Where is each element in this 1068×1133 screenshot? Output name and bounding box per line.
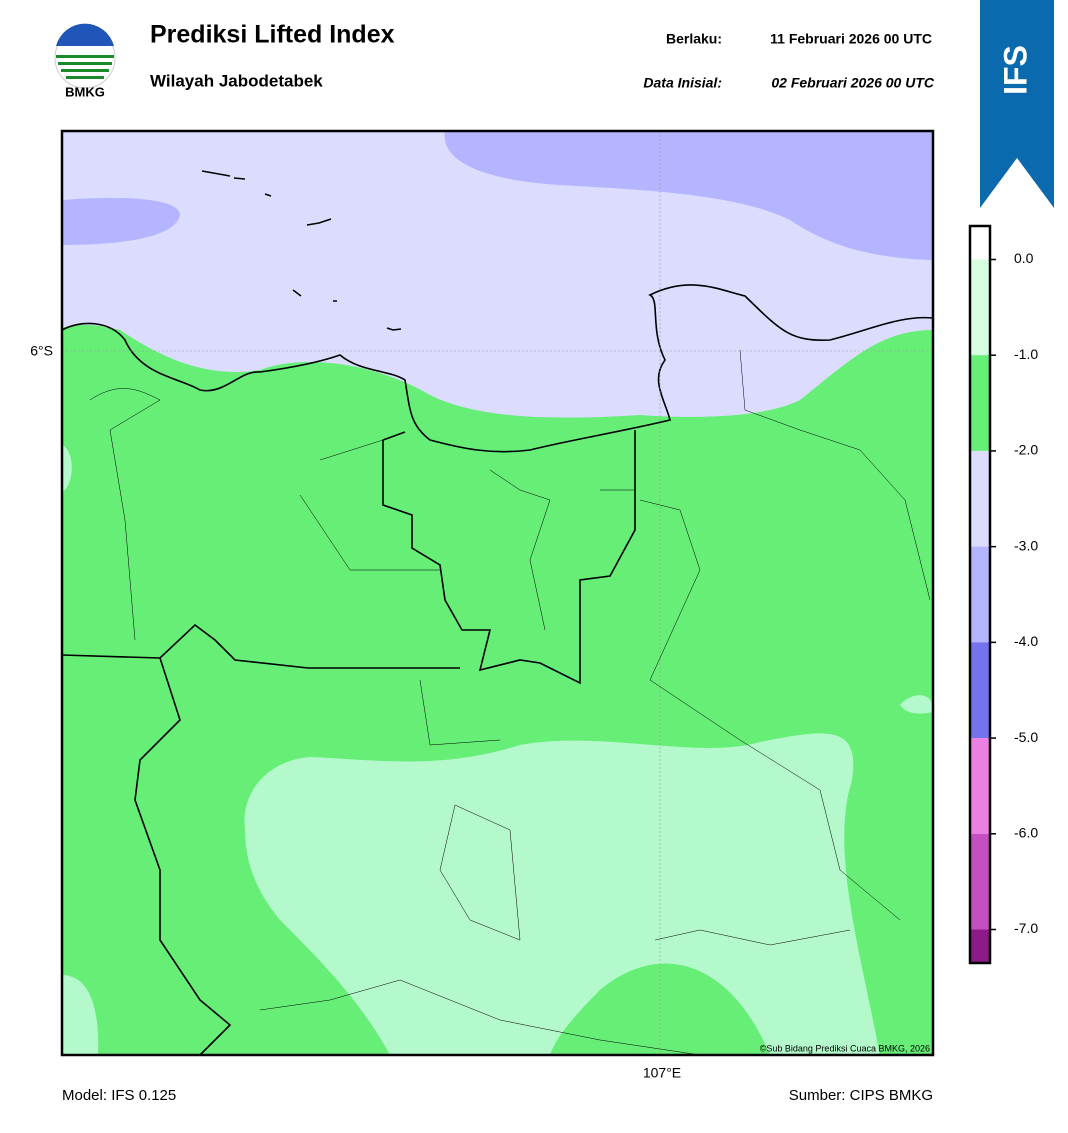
copyright: ©Sub Bidang Prediksi Cuaca BMKG, 2026	[760, 1043, 930, 1053]
colorbar-segment	[970, 738, 990, 834]
colorbar-tick-label: 0.0	[1014, 250, 1034, 266]
map-field: ©Sub Bidang Prediksi Cuaca BMKG, 2026	[62, 131, 933, 1055]
logo-text: BMKG	[65, 84, 105, 99]
colorbar-segment	[970, 450, 990, 547]
lat-label: 6°S	[30, 343, 53, 359]
colorbar-tick-label: -2.0	[1014, 442, 1038, 458]
colorbar: 0.0 -1.0 -2.0 -3.0 -4.0 -5.0 -6.0 -7.0	[968, 224, 1038, 965]
colorbar-tick-label: -5.0	[1014, 729, 1038, 745]
colorbar-segment	[970, 355, 990, 451]
valid-value: 11 Februari 2026 00 UTC	[770, 31, 932, 47]
subtitle: Wilayah Jabodetabek	[150, 71, 323, 90]
init-label: Data Inisial:	[643, 75, 722, 91]
colorbar-segment	[970, 642, 990, 739]
valid-label: Berlaku:	[666, 31, 722, 47]
colorbar-tick-label: -4.0	[1014, 633, 1038, 649]
colorbar-segment	[970, 833, 990, 930]
badge	[980, 0, 1054, 208]
colorbar-segment	[970, 226, 990, 260]
map-frame	[60, 129, 935, 1057]
colorbar-segment	[970, 259, 990, 356]
colorbar-tick-label: -6.0	[1014, 824, 1038, 840]
init-value: 02 Februari 2026 00 UTC	[771, 75, 935, 91]
colorbar-segment	[970, 546, 990, 643]
lon-label: 107°E	[643, 1065, 681, 1081]
source-text: Sumber: CIPS BMKG	[789, 1087, 933, 1104]
colorbar-tick-label: -7.0	[1014, 920, 1038, 936]
title: Prediksi Lifted Index	[150, 21, 395, 49]
colorbar-frame	[968, 224, 992, 965]
colorbar-tick-label: -3.0	[1014, 537, 1038, 553]
colorbar-tick-label: -1.0	[1014, 346, 1038, 362]
model-text: Model: IFS 0.125	[62, 1087, 176, 1104]
model-badge: IFS	[997, 45, 1033, 95]
colorbar-segment	[970, 929, 990, 963]
logo: BMKG	[54, 23, 116, 99]
